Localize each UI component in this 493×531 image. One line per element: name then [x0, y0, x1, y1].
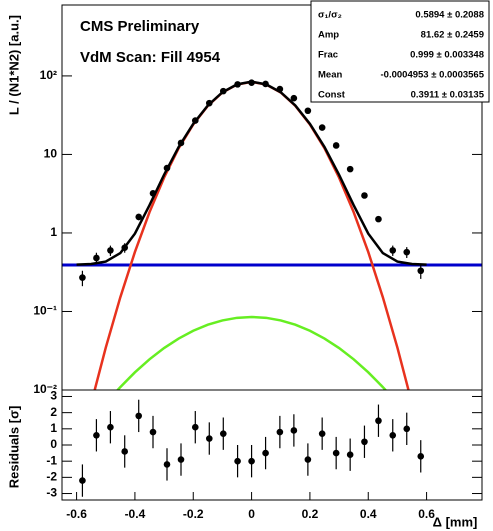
data-point [375, 417, 382, 425]
data-point [417, 267, 425, 275]
y-tick-label: 3 [50, 389, 57, 403]
data-point [234, 457, 241, 465]
data-point [276, 85, 284, 93]
data-point [135, 213, 143, 221]
stat-value: -0.0004953 ± 0.0003565 [381, 70, 485, 81]
y-axis-label: L / (N1*N2) [a.u.] [6, 15, 21, 115]
x-tick-label: -0.2 [183, 507, 204, 521]
data-point [389, 431, 397, 439]
data-point [177, 139, 185, 147]
data-point [219, 87, 227, 95]
y-tick-label: 10⁻² [33, 382, 57, 396]
data-point [149, 428, 157, 436]
data-point [417, 453, 425, 460]
data-point [332, 449, 340, 457]
data-point [234, 81, 241, 88]
x-tick-label: 0.4 [360, 507, 377, 521]
data-point [191, 117, 199, 124]
data-point [219, 430, 227, 437]
x-tick-label: -0.4 [125, 507, 146, 521]
x-tick-label: 0 [248, 507, 255, 521]
data-point [262, 80, 269, 88]
stat-label: σ₁/σ₂ [318, 10, 342, 21]
x-tick-label: -0.6 [66, 507, 87, 521]
stat-value: 0.999 ± 0.003348 [410, 50, 484, 61]
fit-curve [115, 315, 388, 390]
x-tick-label: 0.6 [418, 507, 435, 521]
stat-value: 0.3911 ± 0.03135 [411, 90, 485, 101]
stat-label: Const [318, 90, 346, 101]
data-point [375, 215, 382, 223]
data-point [79, 477, 86, 484]
y-tick-label: 2 [50, 405, 57, 419]
data-point [346, 451, 354, 459]
data-point [318, 124, 326, 131]
y-tick-label: 10² [40, 68, 57, 82]
data-point [93, 431, 100, 439]
stat-value: 0.5894 ± 0.2088 [415, 10, 484, 21]
data-point [318, 430, 326, 437]
data-point [177, 456, 185, 463]
y-tick-label: 0 [50, 437, 57, 451]
data-point [135, 412, 143, 420]
data-point [79, 274, 86, 281]
data-point [290, 94, 298, 102]
data-point [346, 165, 354, 173]
data-point [304, 456, 312, 463]
data-point [361, 438, 368, 446]
data-point [248, 79, 255, 86]
data-point [403, 248, 411, 256]
data-point [290, 427, 298, 434]
annotation: CMS Preliminary [80, 18, 200, 35]
data-point [248, 457, 255, 465]
annotation: VdM Scan: Fill 4954 [80, 49, 221, 66]
data-point [163, 164, 171, 172]
y-tick-label: -1 [46, 453, 57, 467]
stat-label: Frac [318, 50, 338, 61]
plot-area [79, 399, 425, 497]
y-tick-label: 10 [44, 147, 58, 161]
x-tick-label: 0.2 [302, 507, 319, 521]
data-point [262, 449, 269, 457]
y-axis-label: Residuals [σ] [6, 406, 21, 489]
data-point [276, 428, 284, 436]
x-axis-label: Δ [mm] [433, 514, 478, 529]
data-point [191, 423, 199, 431]
data-point [205, 99, 213, 107]
data-point [121, 448, 129, 455]
data-point [149, 189, 157, 197]
plot-frame-bg [62, 390, 482, 500]
y-tick-label: 10⁻¹ [33, 304, 57, 318]
data-point [163, 461, 171, 468]
stat-label: Amp [318, 30, 339, 41]
data-point [304, 107, 312, 115]
y-tick-label: 1 [50, 421, 57, 435]
plot-area [62, 79, 482, 390]
data-point [205, 435, 213, 442]
data-point [121, 244, 129, 251]
stats-box [310, 0, 490, 103]
data-point [361, 192, 368, 199]
data-point [107, 423, 114, 431]
y-tick-label: -3 [46, 486, 57, 500]
y-tick-label: -2 [46, 470, 57, 484]
data-point [403, 425, 411, 433]
stat-value: 81.62 ± 0.2459 [421, 30, 484, 41]
data-point [93, 254, 100, 262]
data-point [107, 247, 114, 254]
data-point [389, 247, 397, 254]
data-point [332, 142, 340, 149]
stat-label: Mean [318, 70, 342, 81]
y-tick-label: 1 [50, 225, 57, 239]
